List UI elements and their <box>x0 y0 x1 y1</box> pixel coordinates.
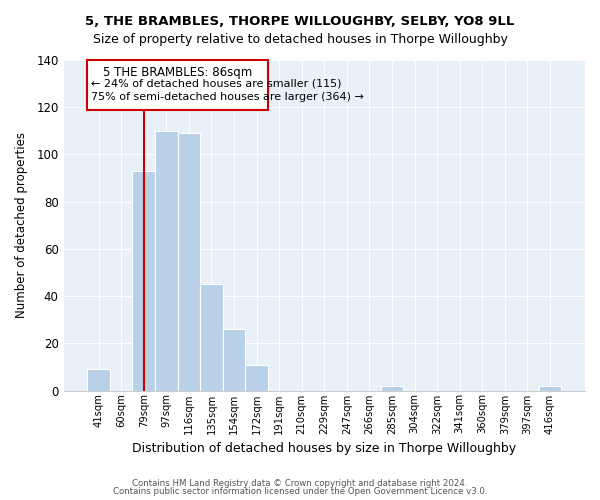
Bar <box>223 329 245 390</box>
Text: 5, THE BRAMBLES, THORPE WILLOUGHBY, SELBY, YO8 9LL: 5, THE BRAMBLES, THORPE WILLOUGHBY, SELB… <box>85 15 515 28</box>
Text: 5 THE BRAMBLES: 86sqm: 5 THE BRAMBLES: 86sqm <box>103 66 252 79</box>
Text: Contains public sector information licensed under the Open Government Licence v3: Contains public sector information licen… <box>113 487 487 496</box>
Bar <box>200 284 223 391</box>
Bar <box>155 131 178 390</box>
Text: ← 24% of detached houses are smaller (115): ← 24% of detached houses are smaller (11… <box>91 79 341 89</box>
Text: Size of property relative to detached houses in Thorpe Willoughby: Size of property relative to detached ho… <box>92 32 508 46</box>
X-axis label: Distribution of detached houses by size in Thorpe Willoughby: Distribution of detached houses by size … <box>132 442 517 455</box>
Bar <box>245 364 268 390</box>
Text: Contains HM Land Registry data © Crown copyright and database right 2024.: Contains HM Land Registry data © Crown c… <box>132 478 468 488</box>
Bar <box>133 171 155 390</box>
Bar <box>87 370 110 390</box>
Y-axis label: Number of detached properties: Number of detached properties <box>15 132 28 318</box>
Bar <box>87 60 268 110</box>
Bar <box>178 133 200 390</box>
Bar <box>381 386 403 390</box>
Text: 75% of semi-detached houses are larger (364) →: 75% of semi-detached houses are larger (… <box>91 92 364 102</box>
Bar <box>539 386 561 390</box>
